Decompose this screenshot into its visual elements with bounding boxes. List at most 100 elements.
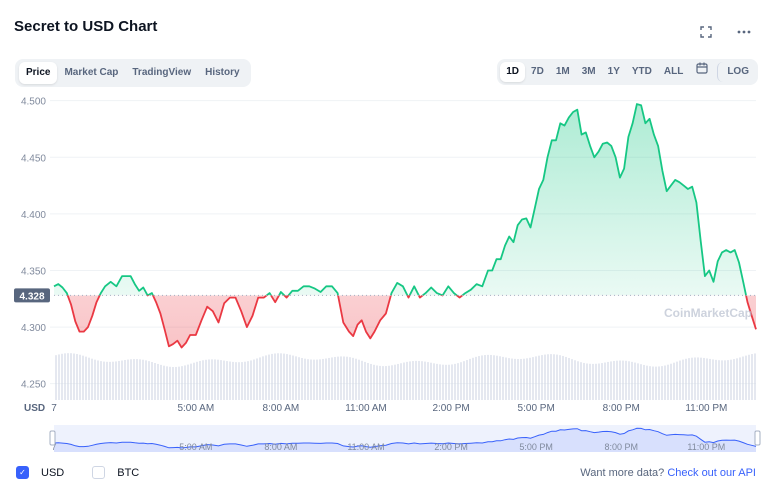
volume-bar <box>424 361 426 400</box>
navigator-right-handle[interactable] <box>754 430 761 446</box>
volume-bar <box>388 365 390 400</box>
volume-bar <box>637 363 639 400</box>
price-line-up[interactable] <box>53 103 756 347</box>
btc-checkbox[interactable] <box>92 466 106 479</box>
volume-bar <box>214 359 216 400</box>
calendar-icon[interactable] <box>689 62 715 82</box>
volume-bar <box>667 364 669 400</box>
volume-bar <box>178 366 180 400</box>
volume-bar <box>190 363 192 400</box>
volume-bar <box>145 360 147 400</box>
tab-history[interactable]: History <box>205 67 240 78</box>
volume-bar <box>550 354 552 400</box>
volume-bar <box>508 358 510 400</box>
volume-bar <box>634 362 636 400</box>
volume-bar <box>247 361 249 400</box>
volume-bar <box>733 359 735 400</box>
volume-bar <box>136 359 138 400</box>
volume-bar <box>202 360 204 400</box>
usd-toggle[interactable]: ✓ USD <box>16 466 64 479</box>
volume-bar <box>364 361 366 400</box>
range-1d[interactable]: 1D <box>500 62 526 82</box>
range-1y[interactable]: 1Y <box>607 66 620 77</box>
volume-bar <box>583 362 585 400</box>
volume-bar <box>88 357 90 400</box>
volume-bar <box>289 354 291 400</box>
more-dots-icon[interactable] <box>734 22 754 42</box>
volume-bar <box>352 357 354 400</box>
volume-bar <box>337 356 339 400</box>
tab-price[interactable]: Price <box>19 62 58 84</box>
range-ytd[interactable]: YTD <box>631 66 652 77</box>
volume-bar <box>739 357 741 400</box>
volume-bar <box>313 359 315 400</box>
range-1m[interactable]: 1M <box>555 66 570 77</box>
volume-bar <box>640 364 642 400</box>
price-line-down[interactable] <box>54 104 757 349</box>
volume-bar <box>226 361 228 400</box>
btc-toggle[interactable]: BTC <box>92 466 139 479</box>
volume-bar <box>64 353 66 400</box>
volume-bar <box>475 356 477 400</box>
volume-bar <box>181 366 183 400</box>
volume-bar <box>148 361 150 400</box>
volume-bar <box>406 361 408 400</box>
volume-bar <box>685 358 687 400</box>
usd-checkbox[interactable]: ✓ <box>16 466 29 479</box>
navigator-tick-label: 2:00 PM <box>434 442 468 452</box>
volume-bar <box>253 359 255 400</box>
navigator-line <box>53 427 757 449</box>
volume-bar <box>742 356 744 400</box>
volume-bar <box>715 359 717 400</box>
volume-bar <box>673 362 675 400</box>
volume-bar <box>319 359 321 400</box>
volume-bar <box>70 353 72 400</box>
volume-bar <box>166 366 168 400</box>
x-tick-label: 11:00 AM <box>345 403 387 414</box>
volume-bar <box>211 359 213 400</box>
volume-bar <box>283 353 285 400</box>
volume-bar <box>286 354 288 400</box>
volume-bar <box>412 361 414 400</box>
volume-bar <box>601 363 603 400</box>
y-tick-label: 4.400 <box>21 210 46 221</box>
api-link[interactable]: Check out our API <box>667 467 756 479</box>
baseline-tag <box>14 288 50 303</box>
range-7d[interactable]: 7D <box>531 66 544 77</box>
volume-bar <box>139 359 141 400</box>
volume-bar <box>514 358 516 400</box>
volume-bar <box>541 355 543 400</box>
range-3m[interactable]: 3M <box>581 66 596 77</box>
tab-tradingview[interactable]: TradingView <box>132 67 192 78</box>
volume-bar <box>391 365 393 400</box>
volume-bar <box>706 358 708 400</box>
log-scale-toggle[interactable]: LOG <box>717 62 755 82</box>
volume-bar <box>154 362 156 400</box>
volume-bar <box>736 358 738 400</box>
volume-bar <box>316 359 318 400</box>
baseline-label: 4.328 <box>19 291 44 302</box>
volume-bar <box>196 361 198 400</box>
volume-bar <box>487 354 489 400</box>
navigator-left-handle[interactable] <box>49 430 56 446</box>
volume-bar <box>703 357 705 400</box>
volume-bar <box>109 361 111 400</box>
volume-bar <box>397 363 399 400</box>
volume-bar <box>463 361 465 400</box>
volume-bar <box>670 363 672 400</box>
volume-bar <box>496 355 498 400</box>
tab-market-cap[interactable]: Market Cap <box>64 67 119 78</box>
price-chart[interactable]: 4.250 4.300 4.350 4.400 4.450 4.500 4.328 CoinM… <box>0 95 772 460</box>
volume-bar <box>259 357 261 400</box>
volume-bar <box>580 362 582 400</box>
x-tick-label: 2:00 PM <box>432 403 469 414</box>
expand-icon[interactable] <box>696 22 716 42</box>
volume-bar <box>256 358 258 400</box>
volume-bar <box>409 361 411 400</box>
volume-bar <box>229 361 231 400</box>
volume-bar <box>646 365 648 400</box>
navigator-tick-label: 7 <box>51 442 56 452</box>
range-all[interactable]: ALL <box>663 66 684 77</box>
volume-bar <box>721 360 723 400</box>
volume-bar <box>460 362 462 400</box>
